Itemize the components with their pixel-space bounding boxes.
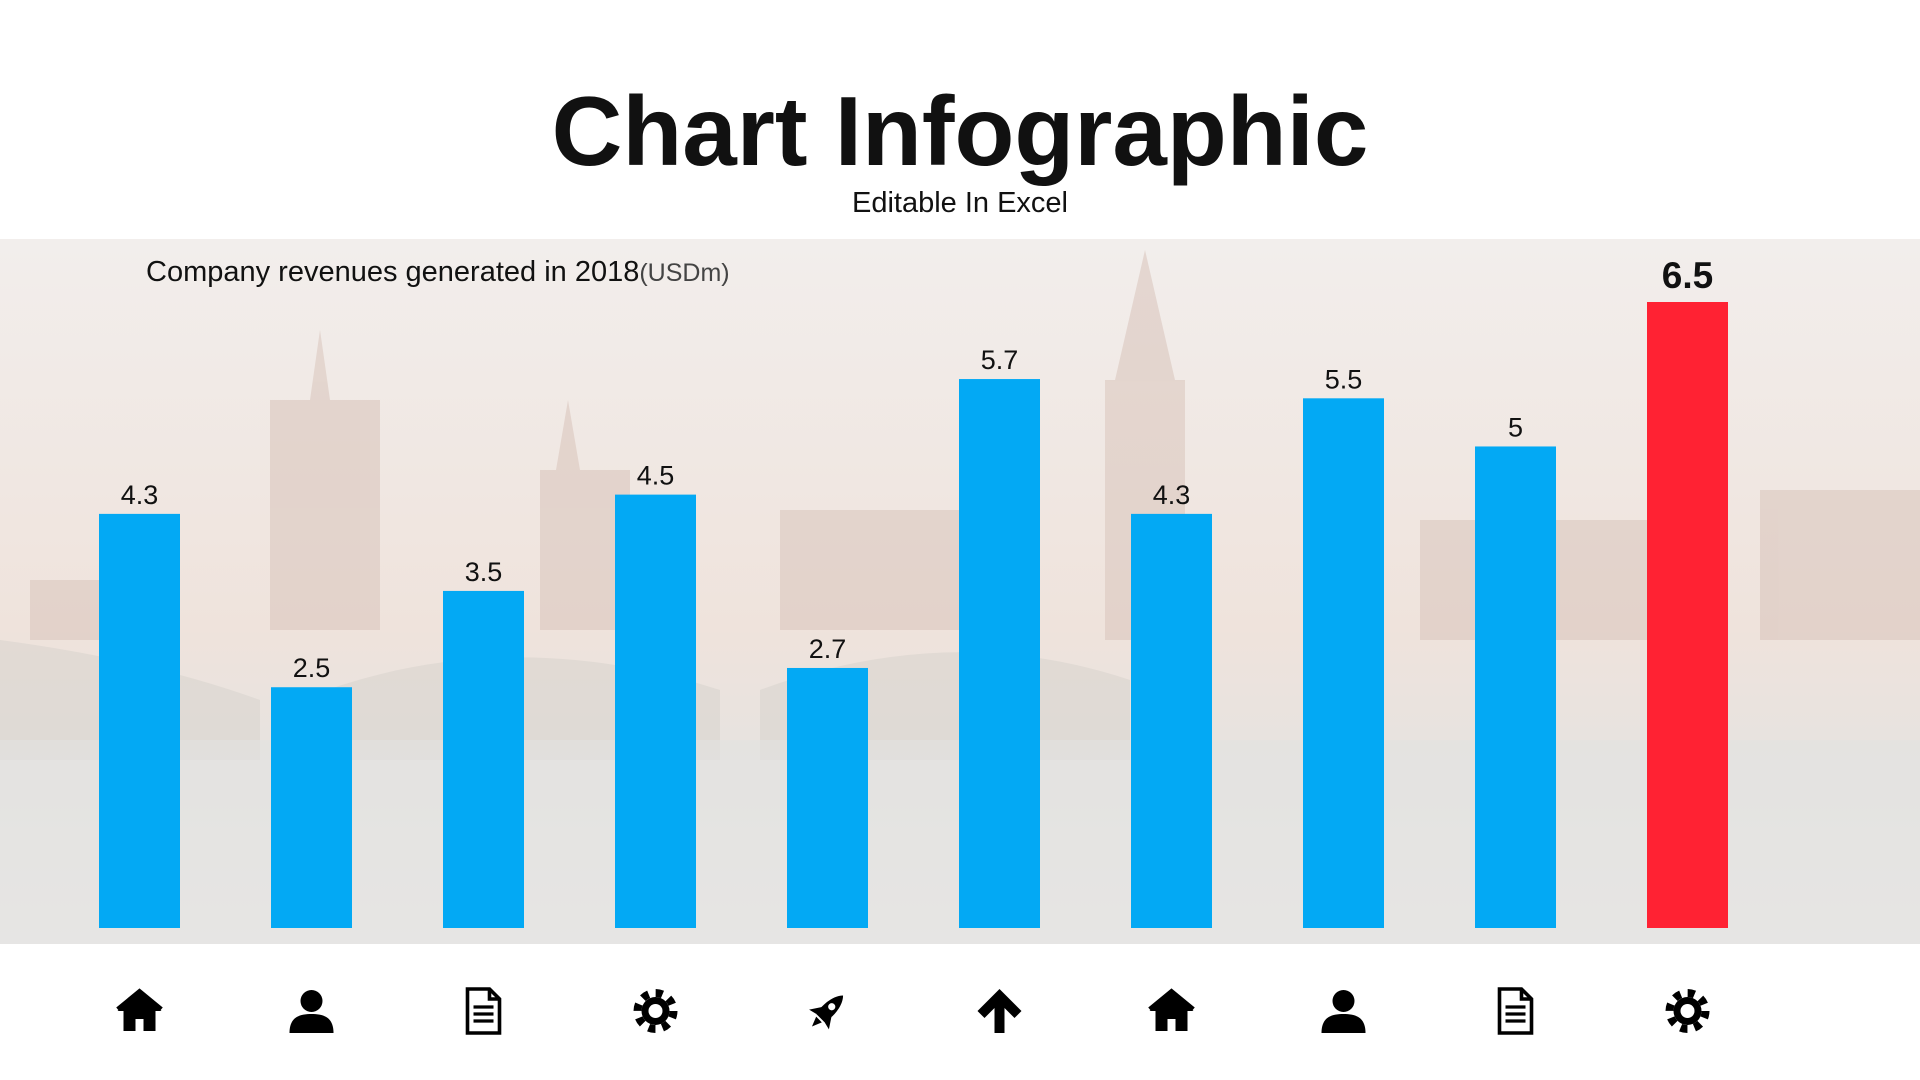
bar — [1131, 513, 1212, 928]
category-icon — [1670, 993, 1706, 1029]
caption-text: Company revenues generated in 2018 — [146, 256, 639, 288]
value-label: 5.5 — [1325, 364, 1363, 394]
category-icon — [289, 990, 334, 1033]
caption-unit: (USDm) — [639, 259, 729, 287]
value-label: 5 — [1508, 412, 1523, 442]
category-icon — [1497, 987, 1534, 1035]
bar — [443, 590, 524, 928]
category-icon — [1321, 990, 1366, 1033]
category-icon — [803, 987, 852, 1035]
bar — [787, 667, 868, 928]
category-icon — [1147, 989, 1196, 1033]
value-label: 2.7 — [809, 634, 847, 664]
bar — [615, 494, 696, 928]
category-icon — [638, 993, 674, 1029]
caption: Company revenues generated in 2018(USDm) — [146, 256, 730, 288]
bar — [1475, 446, 1556, 928]
value-label: 2.5 — [293, 653, 331, 683]
value-label: 6.5 — [1662, 255, 1713, 296]
category-icon — [115, 989, 164, 1033]
category-icon — [465, 987, 502, 1035]
bar — [271, 687, 352, 928]
value-label: 4.3 — [1153, 480, 1191, 510]
bar — [1303, 398, 1384, 928]
bar — [959, 379, 1040, 928]
bar — [1647, 302, 1728, 928]
value-label: 5.7 — [981, 345, 1019, 375]
chart-subtitle: Editable In Excel — [852, 187, 1068, 219]
category-icon — [977, 989, 1022, 1033]
bar — [99, 513, 180, 928]
value-label: 3.5 — [465, 557, 503, 587]
value-label: 4.3 — [121, 480, 159, 510]
value-label: 4.5 — [637, 461, 675, 491]
chart-title: Chart Infographic — [552, 76, 1369, 186]
